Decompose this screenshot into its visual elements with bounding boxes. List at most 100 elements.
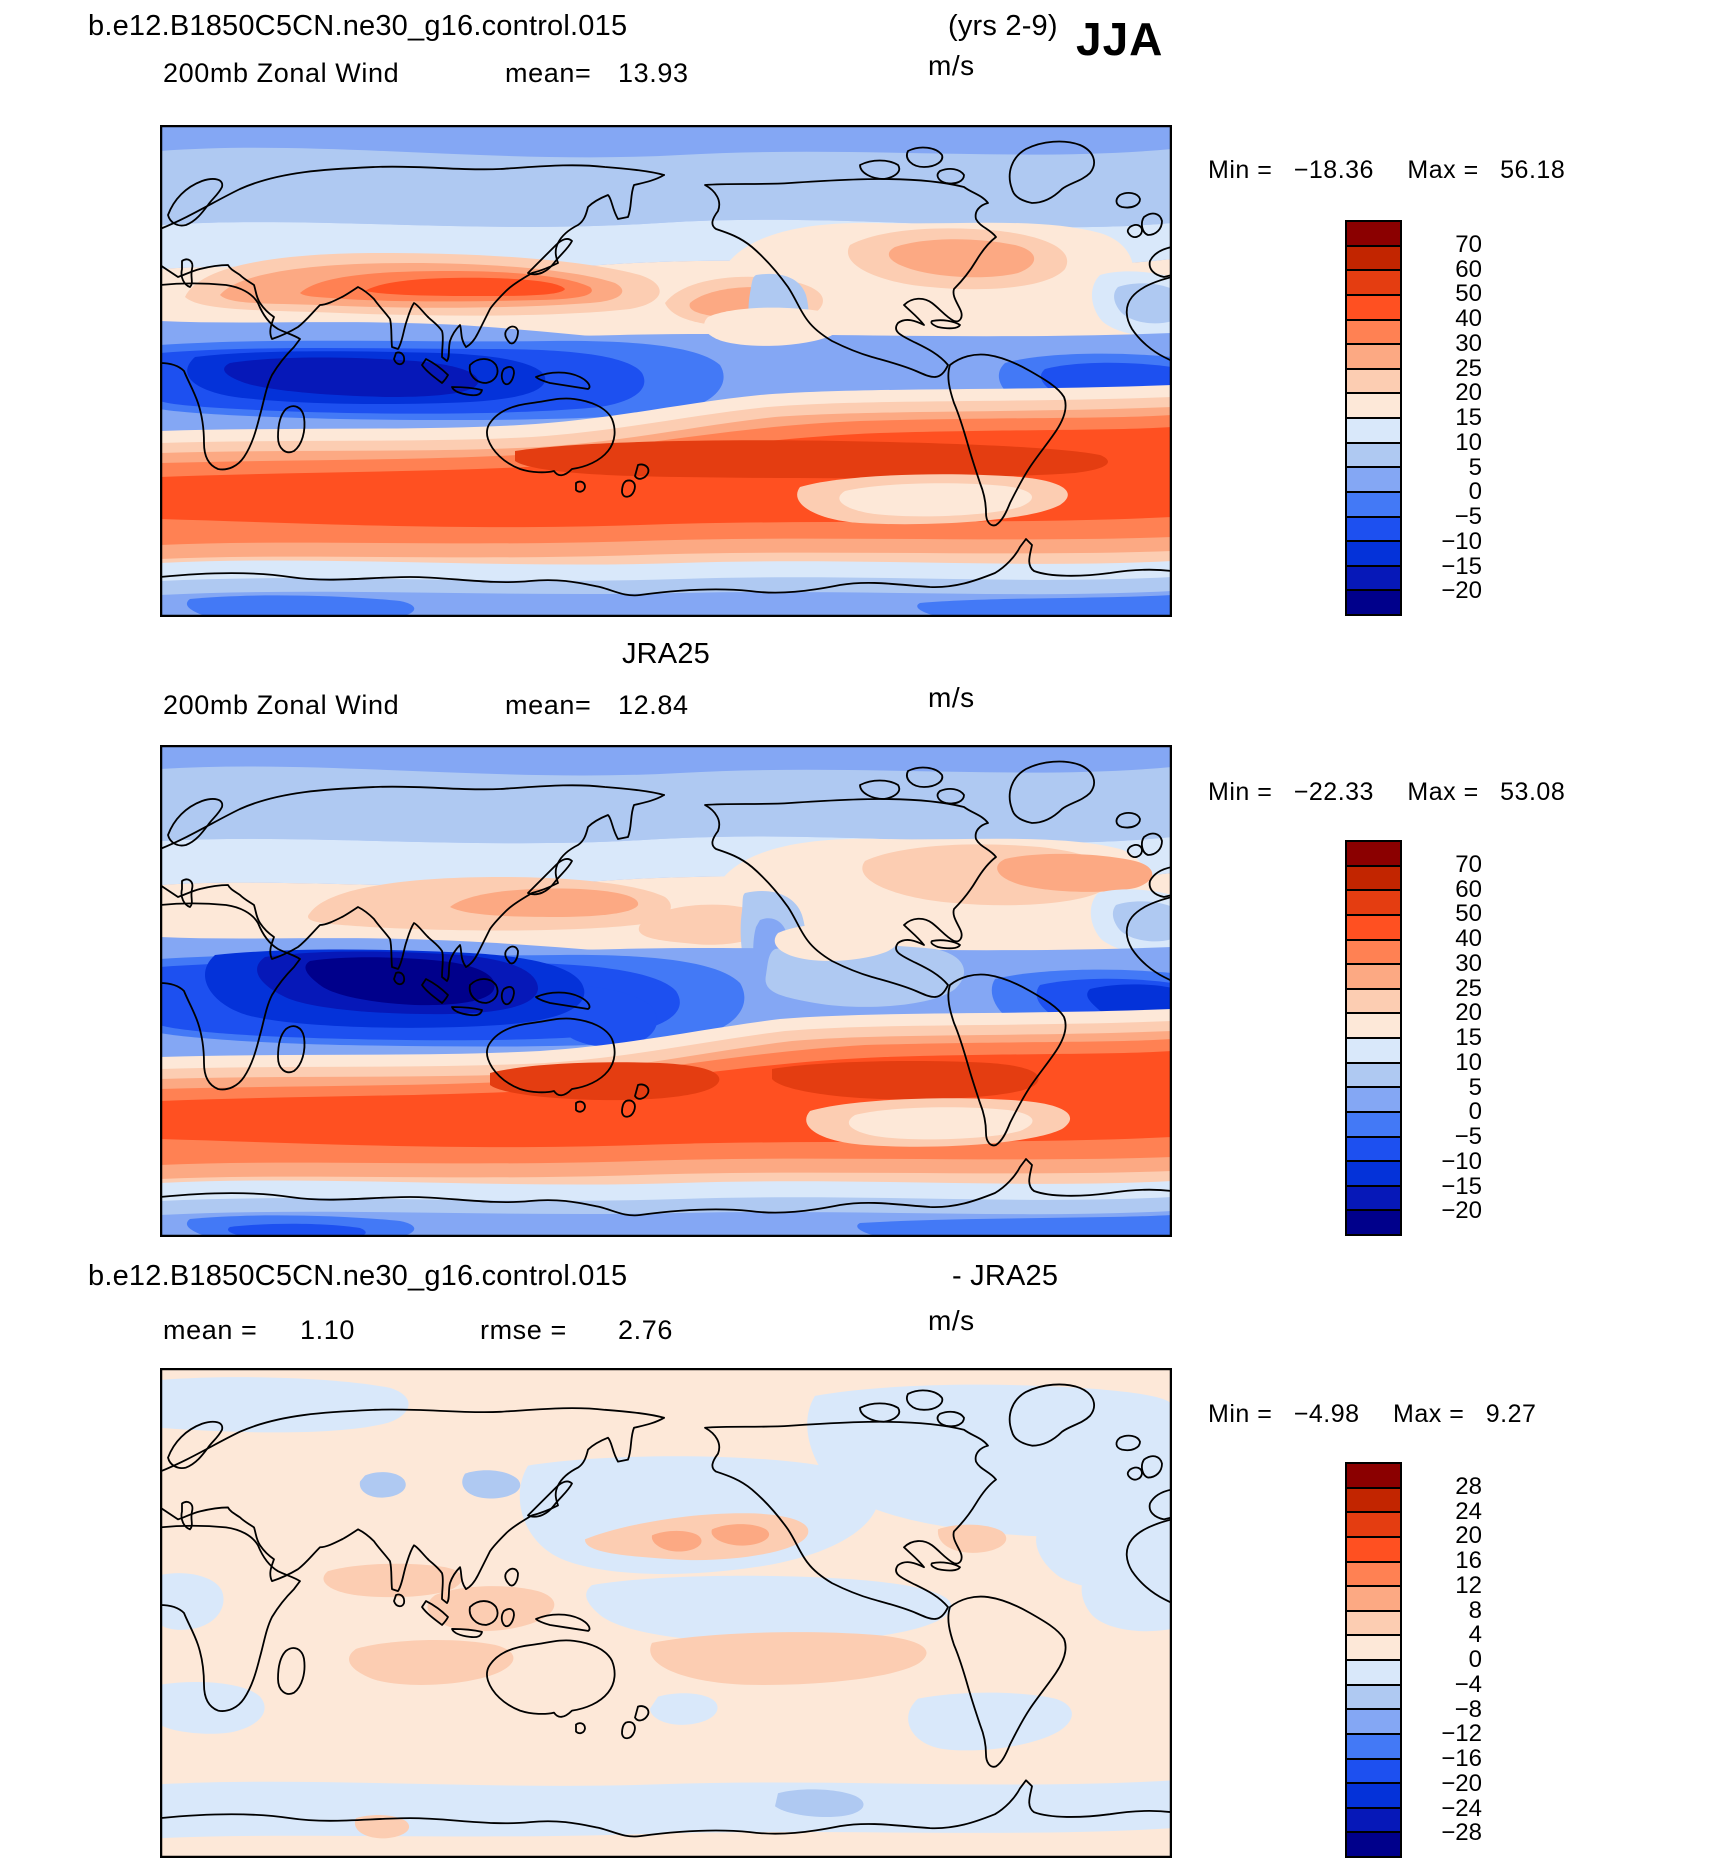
colorbar-cell bbox=[1347, 1039, 1400, 1064]
panel2-max-label: Max = bbox=[1407, 778, 1479, 806]
colorbar-cell bbox=[1347, 271, 1400, 296]
colorbar-cell bbox=[1347, 965, 1400, 990]
colorbar-tick-label: −15 bbox=[1441, 552, 1482, 580]
colorbar-cell bbox=[1347, 1464, 1400, 1489]
colorbar-tick-label: 12 bbox=[1455, 1571, 1482, 1599]
panel2-colorbar-labels: 70 60 50 40 30 25 20 15 10 5 0 −5 −10 −15 −20 bbox=[1408, 840, 1482, 1236]
panel2-units-label: m/s bbox=[928, 682, 975, 713]
colorbar-tick-label: 0 bbox=[1468, 1646, 1482, 1673]
panel1-max-value: 56.18 bbox=[1500, 156, 1566, 184]
colorbar-tick-label: −12 bbox=[1441, 1720, 1482, 1748]
colorbar-tick-label: 70 bbox=[1455, 230, 1482, 258]
colorbar-tick-label: −15 bbox=[1441, 1172, 1482, 1200]
colorbar-cell bbox=[1347, 1759, 1400, 1785]
panel2-mean-value: 12.84 bbox=[618, 690, 689, 720]
panel3-colorbar-labels: 28 24 20 16 12 8 4 0 −4 −8 −12 −16 −20 −24 −28 bbox=[1408, 1462, 1482, 1858]
colorbar-cell bbox=[1347, 1162, 1400, 1187]
colorbar-cell bbox=[1347, 1063, 1400, 1089]
panel2-mean-label: mean= bbox=[505, 690, 592, 720]
panel1-case-title: b.e12.B1850C5CN.ne30_g16.control.015 bbox=[88, 10, 628, 42]
colorbar-cell bbox=[1347, 566, 1400, 592]
panel2-min-value: −22.33 bbox=[1293, 778, 1374, 806]
colorbar-tick-label: 15 bbox=[1455, 1024, 1482, 1051]
colorbar-tick-label: −10 bbox=[1441, 1147, 1482, 1175]
colorbar-cell bbox=[1347, 1808, 1400, 1834]
colorbar-cell bbox=[1347, 468, 1400, 493]
map-model bbox=[160, 125, 1172, 617]
colorbar-tick-label: 16 bbox=[1455, 1547, 1482, 1574]
colorbar-cell bbox=[1347, 940, 1400, 966]
colorbar-cell bbox=[1347, 222, 1400, 247]
colorbar-cell bbox=[1347, 320, 1400, 346]
colorbar-tick-label: 5 bbox=[1468, 453, 1482, 481]
colorbar-tick-label: 0 bbox=[1468, 1098, 1482, 1126]
panel3-case-title: b.e12.B1850C5CN.ne30_g16.control.015 bbox=[88, 1260, 628, 1292]
colorbar-cell bbox=[1347, 1537, 1400, 1563]
colorbar-cell bbox=[1347, 891, 1400, 916]
colorbar-tick-label: −10 bbox=[1441, 527, 1482, 555]
colorbar-tick-label: 4 bbox=[1468, 1621, 1482, 1649]
colorbar-cell bbox=[1347, 246, 1400, 272]
panel2-colorbar bbox=[1345, 840, 1402, 1236]
panel2-minmax: Min = −22.33 Max = 53.08 bbox=[1208, 778, 1591, 807]
colorbar-tick-label: −20 bbox=[1441, 1769, 1482, 1797]
panel1-min-label: Min = bbox=[1208, 156, 1273, 184]
colorbar-tick-label: 50 bbox=[1455, 280, 1482, 308]
panel3-min-value: −4.98 bbox=[1293, 1400, 1360, 1428]
colorbar-cell bbox=[1347, 1562, 1400, 1588]
panel2-min-label: Min = bbox=[1208, 778, 1273, 806]
colorbar-cell bbox=[1347, 1137, 1400, 1163]
colorbar-cell bbox=[1347, 866, 1400, 892]
colorbar-tick-label: 10 bbox=[1455, 1048, 1482, 1076]
colorbar-cell bbox=[1347, 1211, 1400, 1234]
panel1-mean-value: 13.93 bbox=[618, 58, 689, 88]
colorbar-tick-label: −5 bbox=[1454, 1123, 1482, 1150]
colorbar-cell bbox=[1347, 1488, 1400, 1514]
panel3-mean-label: mean = bbox=[163, 1315, 258, 1345]
colorbar-tick-label: 10 bbox=[1455, 428, 1482, 456]
colorbar-tick-label: −28 bbox=[1441, 1819, 1482, 1847]
colorbar-cell bbox=[1347, 1784, 1400, 1809]
colorbar-cell bbox=[1347, 1014, 1400, 1039]
panel2-max-value: 53.08 bbox=[1500, 778, 1566, 806]
colorbar-cell bbox=[1347, 345, 1400, 370]
colorbar-cell bbox=[1347, 1661, 1400, 1686]
colorbar-tick-label: 50 bbox=[1455, 900, 1482, 928]
colorbar-tick-label: 25 bbox=[1455, 354, 1482, 382]
panel1-colorbar bbox=[1345, 220, 1402, 616]
colorbar-tick-label: 40 bbox=[1455, 305, 1482, 332]
colorbar-tick-label: 24 bbox=[1455, 1497, 1482, 1525]
colorbar-tick-label: −5 bbox=[1454, 503, 1482, 530]
panel3-rmse-label: rmse = bbox=[480, 1315, 567, 1345]
panel2-variable-label: 200mb Zonal Wind bbox=[163, 690, 400, 720]
colorbar-cell bbox=[1347, 1587, 1400, 1612]
colorbar-cell bbox=[1347, 1513, 1400, 1538]
panel3-max-label: Max = bbox=[1393, 1400, 1465, 1428]
colorbar-tick-label: −16 bbox=[1441, 1745, 1482, 1772]
colorbar-tick-label: −8 bbox=[1454, 1695, 1482, 1723]
panel2-title: JRA25 bbox=[621, 638, 711, 670]
colorbar-tick-label: −4 bbox=[1454, 1670, 1482, 1698]
colorbar-cell bbox=[1347, 591, 1400, 614]
colorbar-cell bbox=[1347, 492, 1400, 518]
colorbar-cell bbox=[1347, 989, 1400, 1015]
season-label: JJA bbox=[1076, 13, 1164, 65]
colorbar-cell bbox=[1347, 542, 1400, 567]
colorbar-tick-label: 20 bbox=[1455, 999, 1482, 1027]
colorbar-cell bbox=[1347, 842, 1400, 867]
colorbar-tick-label: 20 bbox=[1455, 1522, 1482, 1550]
map-jra25 bbox=[160, 745, 1172, 1237]
colorbar-tick-label: 60 bbox=[1455, 875, 1482, 903]
colorbar-tick-label: 5 bbox=[1468, 1073, 1482, 1101]
panel1-max-label: Max = bbox=[1407, 156, 1479, 184]
panel3-min-label: Min = bbox=[1208, 1400, 1273, 1428]
colorbar-cell bbox=[1347, 1685, 1400, 1711]
panel1-colorbar-labels: 70 60 50 40 30 25 20 15 10 5 0 −5 −10 −15 −20 bbox=[1408, 220, 1482, 616]
panel3-colorbar bbox=[1345, 1462, 1402, 1858]
colorbar-tick-label: 30 bbox=[1455, 949, 1482, 977]
colorbar-tick-label: 0 bbox=[1468, 478, 1482, 506]
colorbar-tick-label: 25 bbox=[1455, 974, 1482, 1002]
colorbar-tick-label: −20 bbox=[1441, 1197, 1482, 1225]
colorbar-tick-label: 40 bbox=[1455, 925, 1482, 952]
colorbar-cell bbox=[1347, 1734, 1400, 1760]
